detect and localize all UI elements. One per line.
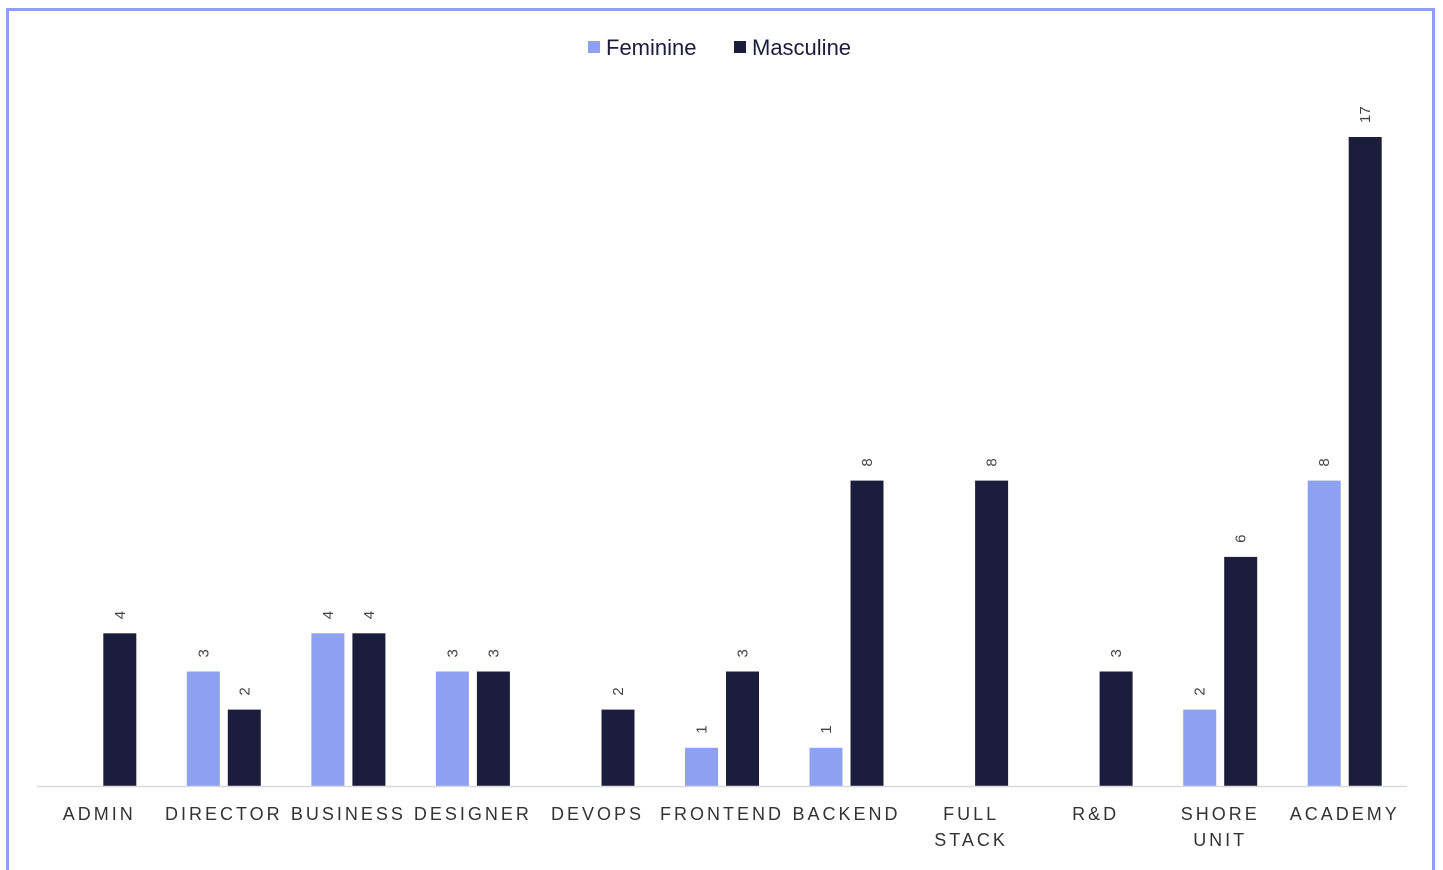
data-label-masculine-2: 4 <box>361 611 378 619</box>
data-label-feminine-5: 1 <box>694 725 711 733</box>
bar-masculine-8 <box>1099 671 1133 786</box>
bar-feminine-1 <box>186 671 220 786</box>
chart-data-labels: 4 3 2 4 4 3 3 2 1 3 1 8 8 3 2 6 8 17 <box>112 106 1374 733</box>
data-label-masculine-1: 2 <box>236 687 253 695</box>
x-tick-label-9: SHORE UNIT <box>1181 804 1260 850</box>
bar-feminine-9 <box>1183 709 1217 786</box>
bar-masculine-9 <box>1224 556 1258 786</box>
bar-feminine-10 <box>1307 480 1341 786</box>
x-tick-label-6: BACKEND <box>792 804 900 824</box>
legend-label-feminine: Feminine <box>606 35 696 60</box>
data-label-feminine-2: 4 <box>320 611 337 619</box>
x-tick-label-8: R&D <box>1072 804 1119 824</box>
data-label-masculine-10: 17 <box>1357 106 1374 123</box>
data-label-masculine-5: 3 <box>735 649 752 657</box>
data-label-feminine-9: 2 <box>1192 687 1209 695</box>
bar-feminine-2 <box>311 633 345 786</box>
bar-masculine-2 <box>352 633 386 786</box>
legend-label-masculine: Masculine <box>752 35 851 60</box>
bar-feminine-6 <box>809 747 843 786</box>
bar-masculine-10 <box>1348 137 1382 786</box>
bar-masculine-7 <box>975 480 1009 786</box>
data-label-masculine-9: 6 <box>1233 535 1250 543</box>
data-label-masculine-6: 8 <box>859 458 876 466</box>
x-tick-label-10: ACADEMY <box>1290 804 1400 824</box>
bar-feminine-5 <box>685 747 718 786</box>
data-label-masculine-3: 3 <box>485 649 502 657</box>
data-label-feminine-3: 3 <box>444 649 461 657</box>
bar-feminine-3 <box>435 671 469 786</box>
data-label-feminine-6: 1 <box>818 725 835 733</box>
x-axis-tick-labels: ADMIN DIRECTOR BUSINESS DESIGNER DEVOPS FRONT… <box>63 804 1400 850</box>
bar-masculine-1 <box>227 709 261 786</box>
bar-masculine-6 <box>850 480 884 786</box>
data-label-masculine-8: 3 <box>1108 649 1125 657</box>
legend-swatch-masculine <box>734 41 746 53</box>
x-tick-label-2: BUSINESS <box>291 804 406 824</box>
bar-masculine-3 <box>476 671 510 786</box>
data-label-masculine-0: 4 <box>112 611 129 619</box>
bar-masculine-0 <box>103 633 137 786</box>
x-tick-label-1: DIRECTOR <box>165 804 283 824</box>
x-tick-label-3: DESIGNER <box>414 804 532 824</box>
chart-bars <box>103 137 1382 786</box>
x-tick-label-5: FRONTEND <box>660 804 784 824</box>
x-tick-label-0: ADMIN <box>63 804 136 824</box>
legend-swatch-feminine <box>588 41 600 53</box>
data-label-feminine-10: 8 <box>1316 458 1333 466</box>
bar-masculine-4 <box>601 709 635 786</box>
data-label-masculine-7: 8 <box>984 458 1001 466</box>
x-tick-label-4: DEVOPS <box>551 804 644 824</box>
x-tick-label-7: FULL STACK <box>934 804 1008 850</box>
chart-legend: Feminine Masculine <box>588 35 851 60</box>
data-label-masculine-4: 2 <box>610 687 627 695</box>
data-label-feminine-1: 3 <box>195 649 212 657</box>
bar-masculine-5 <box>726 671 759 786</box>
